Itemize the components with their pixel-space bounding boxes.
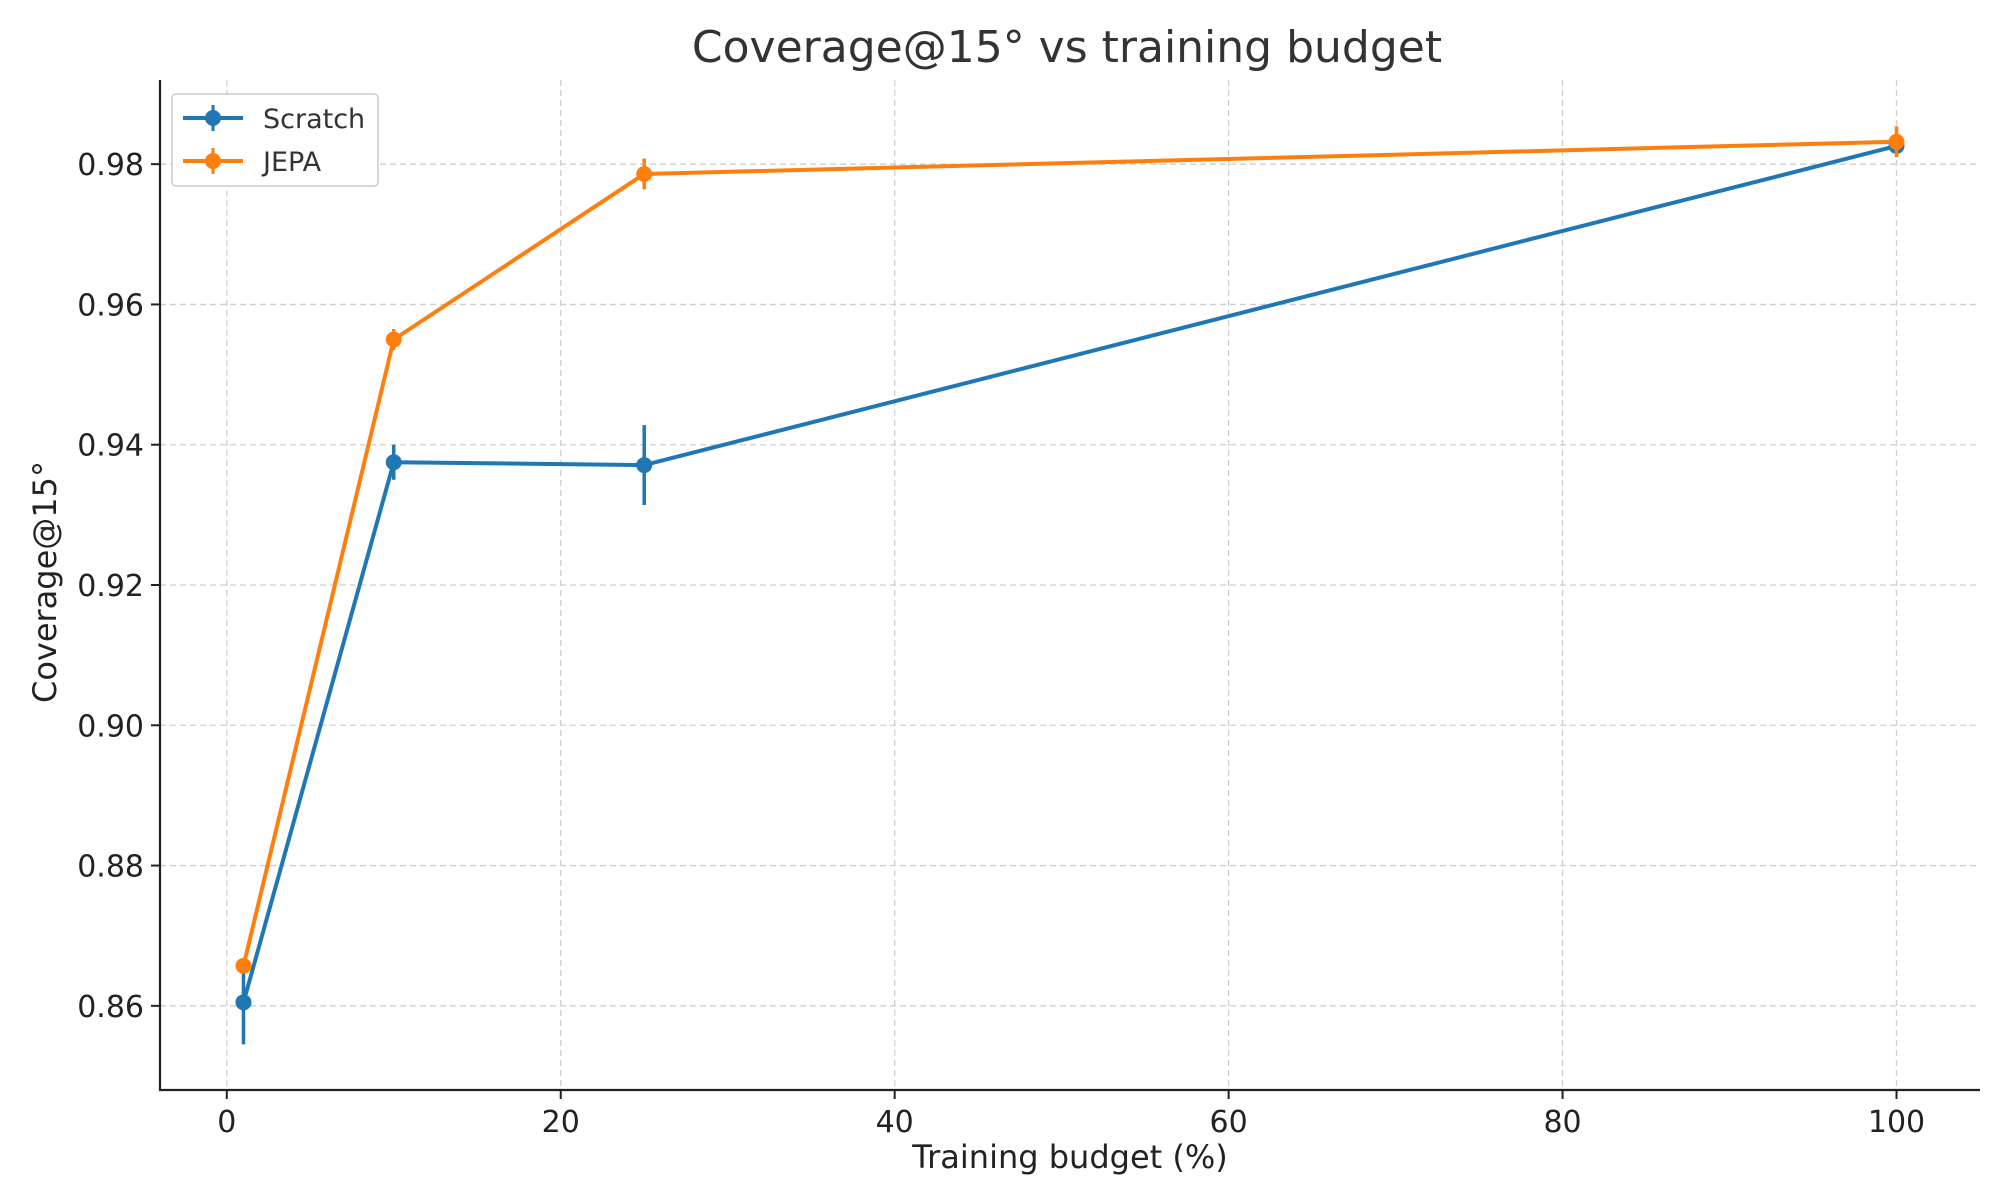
data-point[interactable] (235, 957, 252, 974)
data-point[interactable] (636, 457, 653, 474)
x-tick-label: 0 (217, 1105, 236, 1140)
grid (160, 80, 1980, 1090)
legend-item-jepa[interactable]: JEPA (183, 147, 322, 178)
series-line-jepa (241, 139, 1897, 967)
y-tick-label: 0.88 (77, 850, 144, 885)
legend-label: JEPA (261, 147, 322, 178)
data-point[interactable] (235, 994, 252, 1011)
legend-label: Scratch (263, 104, 365, 135)
legend-marker (205, 110, 221, 126)
chart-title: Coverage@15° vs training budget (692, 22, 1442, 73)
series-scratch (235, 137, 1905, 1045)
legend[interactable]: Scratch JEPA (171, 93, 379, 187)
series-line-scratch (241, 143, 1898, 1003)
data-point[interactable] (385, 331, 402, 348)
y-tick-label: 0.86 (77, 990, 144, 1025)
x-tick-label: 80 (1543, 1105, 1581, 1140)
y-tick-label: 0.98 (77, 148, 144, 183)
data-point[interactable] (1888, 133, 1905, 150)
x-axis-title: Training budget (%) (911, 1138, 1227, 1176)
data-point[interactable] (385, 454, 402, 471)
x-tick-label: 20 (542, 1105, 580, 1140)
ticks: 0 20 40 60 80 100 0.86 0.88 0.90 0.92 0.94 0.96 0.98 (77, 148, 1925, 1140)
y-tick-label: 0.96 (77, 288, 144, 323)
legend-marker (205, 153, 221, 169)
y-tick-label: 0.94 (77, 429, 144, 464)
x-tick-label: 60 (1210, 1105, 1248, 1140)
series-jepa (235, 126, 1905, 974)
data-point[interactable] (636, 165, 653, 182)
y-axis-title: Coverage@15° (26, 461, 64, 703)
y-tick-label: 0.92 (77, 569, 144, 604)
series (235, 126, 1905, 1045)
legend-items: Scratch JEPA (183, 104, 365, 178)
axis-spines (158, 80, 1980, 1092)
y-tick-label: 0.90 (77, 709, 144, 744)
x-tick-label: 100 (1868, 1105, 1925, 1140)
legend-item-scratch[interactable]: Scratch (183, 104, 365, 135)
x-tick-label: 40 (876, 1105, 914, 1140)
axes (158, 80, 1980, 1092)
